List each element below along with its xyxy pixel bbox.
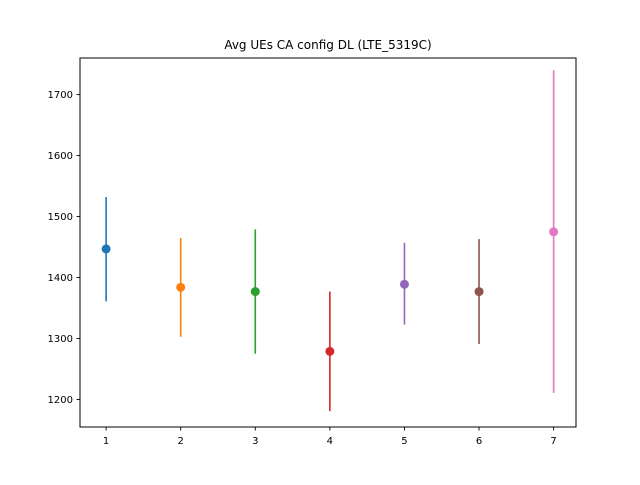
y-tick-label-1300: 1300 [48, 334, 73, 345]
data-point-group-4 [325, 291, 335, 412]
data-point-2 [176, 282, 186, 292]
data-point-4 [325, 346, 335, 356]
x-tick-label-5: 5 [401, 436, 407, 447]
x-tick-label-2: 2 [178, 436, 184, 447]
data-point-3 [250, 287, 260, 297]
x-tick-label-3: 3 [252, 436, 258, 447]
plot-marks [101, 70, 559, 412]
x-axis: 1 2 3 4 5 6 7 [103, 427, 557, 447]
y-tick-label-1200: 1200 [48, 395, 73, 406]
x-tick-label-1: 1 [103, 436, 109, 447]
data-point-5 [399, 279, 409, 289]
plot-frame [79, 57, 577, 428]
data-point-group-6 [474, 239, 484, 345]
x-tick-label-4: 4 [327, 436, 333, 447]
chart-title: Avg UEs CA config DL (LTE_5319C) [224, 38, 431, 52]
data-point-group-2 [176, 237, 186, 337]
y-tick-label-1500: 1500 [48, 212, 73, 223]
data-point-7 [549, 227, 559, 237]
y-axis: 1200 1300 1400 1500 1600 1700 [48, 90, 80, 406]
data-point-group-7 [549, 70, 559, 393]
data-point-group-3 [250, 229, 260, 354]
data-point-group-1 [101, 197, 111, 302]
data-point-1 [101, 244, 111, 254]
x-tick-label-6: 6 [476, 436, 482, 447]
data-point-6 [474, 287, 484, 297]
y-tick-label-1700: 1700 [48, 90, 73, 101]
y-tick-label-1400: 1400 [48, 273, 73, 284]
data-point-group-5 [399, 242, 409, 325]
x-tick-label-7: 7 [550, 436, 556, 447]
y-tick-label-1600: 1600 [48, 151, 73, 162]
